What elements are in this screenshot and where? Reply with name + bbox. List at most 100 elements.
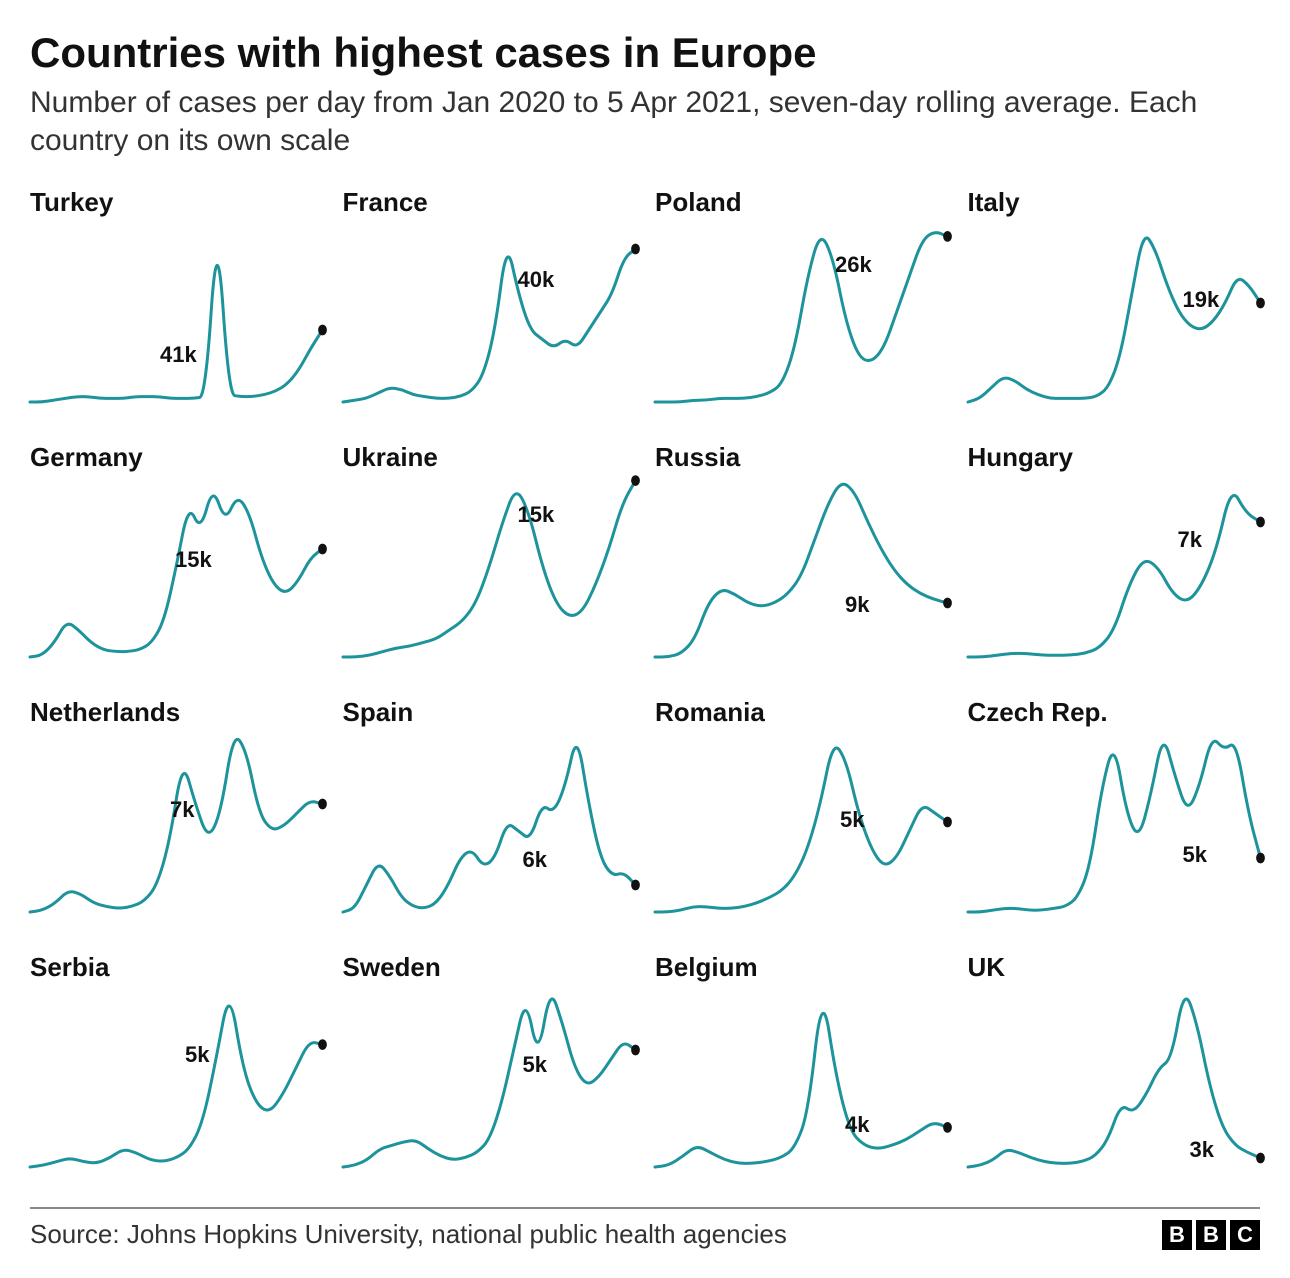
sparkline-svg: [343, 987, 636, 1167]
country-name: Serbia: [30, 952, 323, 983]
end-dot-icon: [318, 799, 327, 810]
bbc-logo-letter: B: [1162, 1220, 1192, 1250]
sparkline-path: [655, 1013, 948, 1167]
sparkline-wrap: 9k: [655, 477, 948, 657]
sparkline-wrap: 26k: [655, 222, 948, 402]
end-dot-icon: [1256, 298, 1265, 309]
sparkline-wrap: 7k: [968, 477, 1261, 657]
end-dot-icon: [631, 1045, 640, 1056]
end-value-label: 7k: [170, 797, 194, 823]
country-name: Turkey: [30, 187, 323, 218]
sparkline-wrap: 5k: [655, 732, 948, 912]
end-dot-icon: [631, 475, 640, 486]
country-cell: Italy19k: [968, 187, 1261, 422]
sparkline-svg: [30, 987, 323, 1167]
sparkline-wrap: 5k: [343, 987, 636, 1167]
country-name: Poland: [655, 187, 948, 218]
end-dot-icon: [631, 244, 640, 255]
sparkline-path: [968, 741, 1261, 912]
bbc-logo-letter: B: [1196, 1220, 1226, 1250]
end-dot-icon: [943, 231, 952, 242]
end-dot-icon: [943, 598, 952, 609]
sparkline-path: [655, 484, 948, 657]
sparkline-path: [343, 748, 636, 913]
sparkline-svg: [343, 477, 636, 657]
end-dot-icon: [943, 1122, 952, 1133]
sparkline-wrap: 5k: [30, 987, 323, 1167]
sparkline-svg: [343, 222, 636, 402]
country-name: Hungary: [968, 442, 1261, 473]
country-cell: France 40k: [343, 187, 636, 422]
sparkline-wrap: 19k: [968, 222, 1261, 402]
sparkline-wrap: 40k: [343, 222, 636, 402]
end-dot-icon: [318, 1039, 327, 1050]
country-name: Netherlands: [30, 697, 323, 728]
country-cell: Czech Rep. 5k: [968, 697, 1261, 932]
country-name: Germany: [30, 442, 323, 473]
end-value-label: 26k: [835, 252, 872, 278]
chart-title: Countries with highest cases in Europe: [30, 30, 1260, 76]
end-value-label: 5k: [840, 807, 864, 833]
sparkline-svg: [655, 732, 948, 912]
country-name: Ukraine: [343, 442, 636, 473]
sparkline-wrap: 5k: [968, 732, 1261, 912]
end-dot-icon: [318, 544, 327, 555]
country-name: Belgium: [655, 952, 948, 983]
sparkline-wrap: 3k: [968, 987, 1261, 1167]
end-dot-icon: [1256, 517, 1265, 528]
country-cell: Romania 5k: [655, 697, 948, 932]
country-cell: Ukraine 15k: [343, 442, 636, 677]
sparkline-svg: [968, 987, 1261, 1167]
country-cell: Turkey 41k: [30, 187, 323, 422]
chart-subtitle: Number of cases per day from Jan 2020 to…: [30, 84, 1260, 159]
country-cell: Sweden 5k: [343, 952, 636, 1187]
end-dot-icon: [1256, 853, 1265, 864]
country-cell: Poland 26k: [655, 187, 948, 422]
sparkline-path: [968, 496, 1261, 658]
end-value-label: 5k: [523, 1052, 547, 1078]
bbc-logo-letter: C: [1230, 1220, 1260, 1250]
country-cell: Netherlands 7k: [30, 697, 323, 932]
country-cell: Serbia 5k: [30, 952, 323, 1187]
country-name: Romania: [655, 697, 948, 728]
sparkline-svg: [655, 222, 948, 402]
sparkline-path: [655, 233, 948, 402]
sparkline-wrap: 41k: [30, 222, 323, 402]
sparkline-wrap: 15k: [30, 477, 323, 657]
end-value-label: 3k: [1190, 1137, 1214, 1163]
sparkline-wrap: 7k: [30, 732, 323, 912]
country-cell: Hungary 7k: [968, 442, 1261, 677]
country-cell: Belgium 4k: [655, 952, 948, 1187]
country-cell: Spain6k: [343, 697, 636, 932]
sparkline-wrap: 6k: [343, 732, 636, 912]
end-value-label: 15k: [518, 502, 555, 528]
sparkline-path: [30, 1006, 323, 1167]
sparkline-svg: [968, 732, 1261, 912]
end-value-label: 5k: [185, 1042, 209, 1068]
sparkline-wrap: 15k: [343, 477, 636, 657]
country-cell: Germany 15k: [30, 442, 323, 677]
sparkline-path: [343, 249, 636, 402]
country-name: Czech Rep.: [968, 697, 1261, 728]
end-value-label: 40k: [518, 267, 555, 293]
sparkline-path: [968, 999, 1261, 1167]
country-name: UK: [968, 952, 1261, 983]
end-value-label: 5k: [1183, 842, 1207, 868]
sparkline-path: [30, 266, 323, 403]
end-dot-icon: [943, 817, 952, 828]
country-name: France: [343, 187, 636, 218]
sparkline-wrap: 4k: [655, 987, 948, 1167]
end-value-label: 6k: [523, 847, 547, 873]
end-value-label: 9k: [845, 592, 869, 618]
end-value-label: 4k: [845, 1112, 869, 1138]
end-dot-icon: [631, 880, 640, 891]
end-value-label: 41k: [160, 342, 197, 368]
end-value-label: 15k: [175, 547, 212, 573]
country-name: Sweden: [343, 952, 636, 983]
small-multiples-grid: Turkey 41k France 40k Poland 26k Italy19k Germa…: [30, 187, 1260, 1187]
end-dot-icon: [1256, 1153, 1265, 1164]
end-value-label: 19k: [1183, 287, 1220, 313]
sparkline-path: [968, 238, 1261, 402]
sparkline-path: [655, 748, 948, 912]
country-name: Russia: [655, 442, 948, 473]
